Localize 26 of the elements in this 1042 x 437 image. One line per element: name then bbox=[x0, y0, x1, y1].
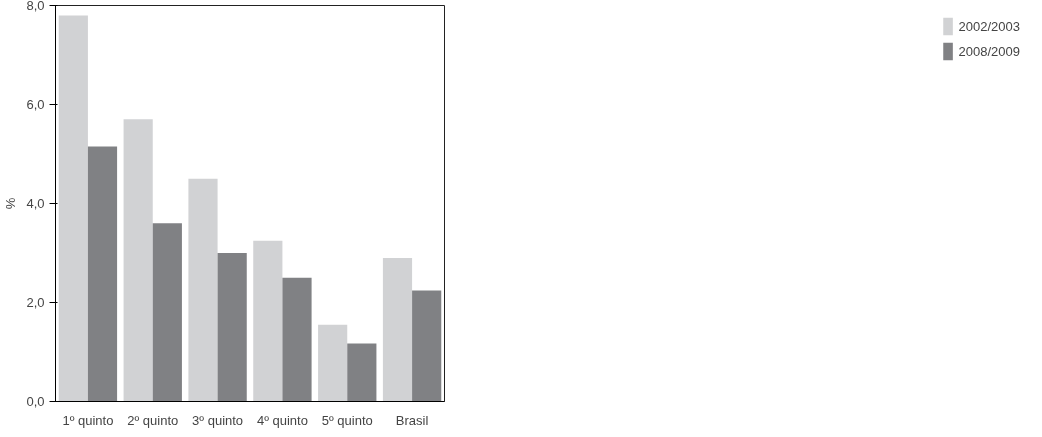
bar bbox=[188, 178, 218, 402]
legend-label: 2002/2003 bbox=[958, 18, 1020, 34]
bar bbox=[282, 277, 312, 402]
x-tick-label: Brasil bbox=[395, 412, 429, 428]
bar bbox=[123, 119, 153, 402]
bar bbox=[58, 15, 88, 402]
bar bbox=[382, 257, 413, 402]
y-tick-label: 0,0 bbox=[26, 394, 45, 409]
bar bbox=[152, 223, 182, 402]
bar bbox=[347, 343, 377, 402]
y-tick-label: 4,0 bbox=[26, 196, 45, 211]
x-tick-label: 5º quinto bbox=[321, 412, 373, 428]
bar bbox=[87, 146, 118, 402]
bar bbox=[253, 240, 283, 402]
y-tick-label: 2,0 bbox=[26, 295, 45, 310]
y-tick-label: 8,0 bbox=[26, 0, 45, 13]
bar bbox=[217, 253, 247, 402]
bar bbox=[412, 290, 442, 402]
bar bbox=[318, 324, 348, 402]
x-tick-label: 1º quinto bbox=[62, 412, 114, 428]
legend-label: 2008/2009 bbox=[958, 43, 1020, 59]
y-tick-label: 6,0 bbox=[26, 97, 45, 112]
x-tick-label: 4º quinto bbox=[256, 412, 308, 428]
x-tick-label: 2º quinto bbox=[127, 412, 179, 428]
y-axis-title: % bbox=[3, 197, 19, 210]
x-tick-label: 3º quinto bbox=[192, 412, 244, 428]
